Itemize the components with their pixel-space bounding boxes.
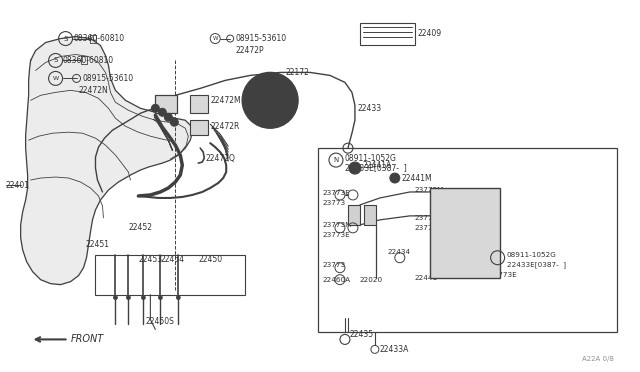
- Text: 23773M: 23773M: [415, 187, 444, 193]
- Circle shape: [390, 173, 400, 183]
- Text: 22172: 22172: [285, 68, 309, 77]
- Text: A22A 0/8: A22A 0/8: [582, 356, 614, 362]
- Text: 22441: 22441: [415, 275, 438, 280]
- Circle shape: [352, 165, 358, 171]
- Text: 22441M: 22441M: [402, 173, 433, 183]
- Text: 22409: 22409: [418, 29, 442, 38]
- Text: 22020: 22020: [360, 277, 383, 283]
- Text: 22433: 22433: [358, 104, 382, 113]
- Text: 23773: 23773: [415, 215, 438, 221]
- Text: 22433E[0387-  ]: 22433E[0387- ]: [507, 262, 566, 268]
- Text: 08915-53610: 08915-53610: [235, 34, 286, 43]
- Text: 22472M: 22472M: [210, 96, 241, 105]
- Bar: [318, 148, 618, 333]
- Circle shape: [158, 108, 166, 116]
- Bar: [156, 95, 177, 113]
- Circle shape: [164, 113, 172, 121]
- Bar: [190, 120, 208, 135]
- Circle shape: [176, 296, 180, 299]
- Text: 22472N: 22472N: [79, 86, 108, 95]
- Text: 22472Q: 22472Q: [205, 154, 235, 163]
- Text: 22434: 22434: [388, 249, 411, 255]
- Text: 23773E: 23773E: [490, 272, 517, 278]
- Text: 23773E: 23773E: [322, 190, 349, 196]
- Text: FRONT: FRONT: [70, 334, 104, 344]
- Text: 22433A: 22433A: [380, 345, 409, 354]
- Text: 08911-1052G: 08911-1052G: [345, 154, 397, 163]
- Circle shape: [113, 296, 118, 299]
- Circle shape: [170, 118, 179, 126]
- Text: 23773E: 23773E: [322, 232, 349, 238]
- Text: 23773: 23773: [322, 200, 345, 206]
- Text: 22435: 22435: [350, 330, 374, 339]
- Text: S: S: [53, 57, 58, 64]
- Bar: [95, 255, 245, 295]
- Circle shape: [252, 82, 288, 118]
- Bar: [430, 188, 500, 278]
- Text: 23773M: 23773M: [415, 225, 444, 231]
- Bar: [190, 95, 208, 113]
- Text: 22453: 22453: [138, 255, 163, 264]
- Text: 08915-53610: 08915-53610: [83, 74, 134, 83]
- Text: 08360-60810: 08360-60810: [63, 56, 114, 65]
- Circle shape: [152, 104, 159, 112]
- Text: 22451: 22451: [86, 240, 109, 249]
- Text: W: W: [52, 76, 59, 81]
- Text: 22450: 22450: [198, 255, 222, 264]
- Text: 22472P: 22472P: [235, 46, 264, 55]
- Text: 08911-1052G: 08911-1052G: [507, 252, 556, 258]
- Circle shape: [349, 162, 361, 174]
- Text: 22401: 22401: [6, 180, 29, 189]
- Circle shape: [158, 296, 163, 299]
- Text: N: N: [495, 255, 500, 261]
- Text: 22454: 22454: [161, 255, 184, 264]
- Text: 22460A: 22460A: [322, 277, 350, 283]
- Text: 23773M: 23773M: [322, 222, 351, 228]
- Text: 22452: 22452: [129, 223, 152, 232]
- Text: 08360-60810: 08360-60810: [74, 34, 125, 43]
- Polygon shape: [20, 36, 192, 285]
- Circle shape: [242, 73, 298, 128]
- Bar: [348, 205, 360, 225]
- Bar: [364, 205, 376, 225]
- Circle shape: [141, 296, 145, 299]
- Text: 22450S: 22450S: [145, 317, 174, 326]
- Text: 22433E[0387-  ]: 22433E[0387- ]: [345, 164, 406, 173]
- Text: W: W: [212, 36, 218, 41]
- Circle shape: [127, 296, 131, 299]
- Text: 22472R: 22472R: [210, 122, 239, 131]
- Bar: [360, 23, 415, 45]
- Text: 23773: 23773: [322, 262, 345, 268]
- Text: N: N: [333, 157, 339, 163]
- Text: 22441A: 22441A: [363, 161, 392, 170]
- Text: S: S: [63, 36, 68, 42]
